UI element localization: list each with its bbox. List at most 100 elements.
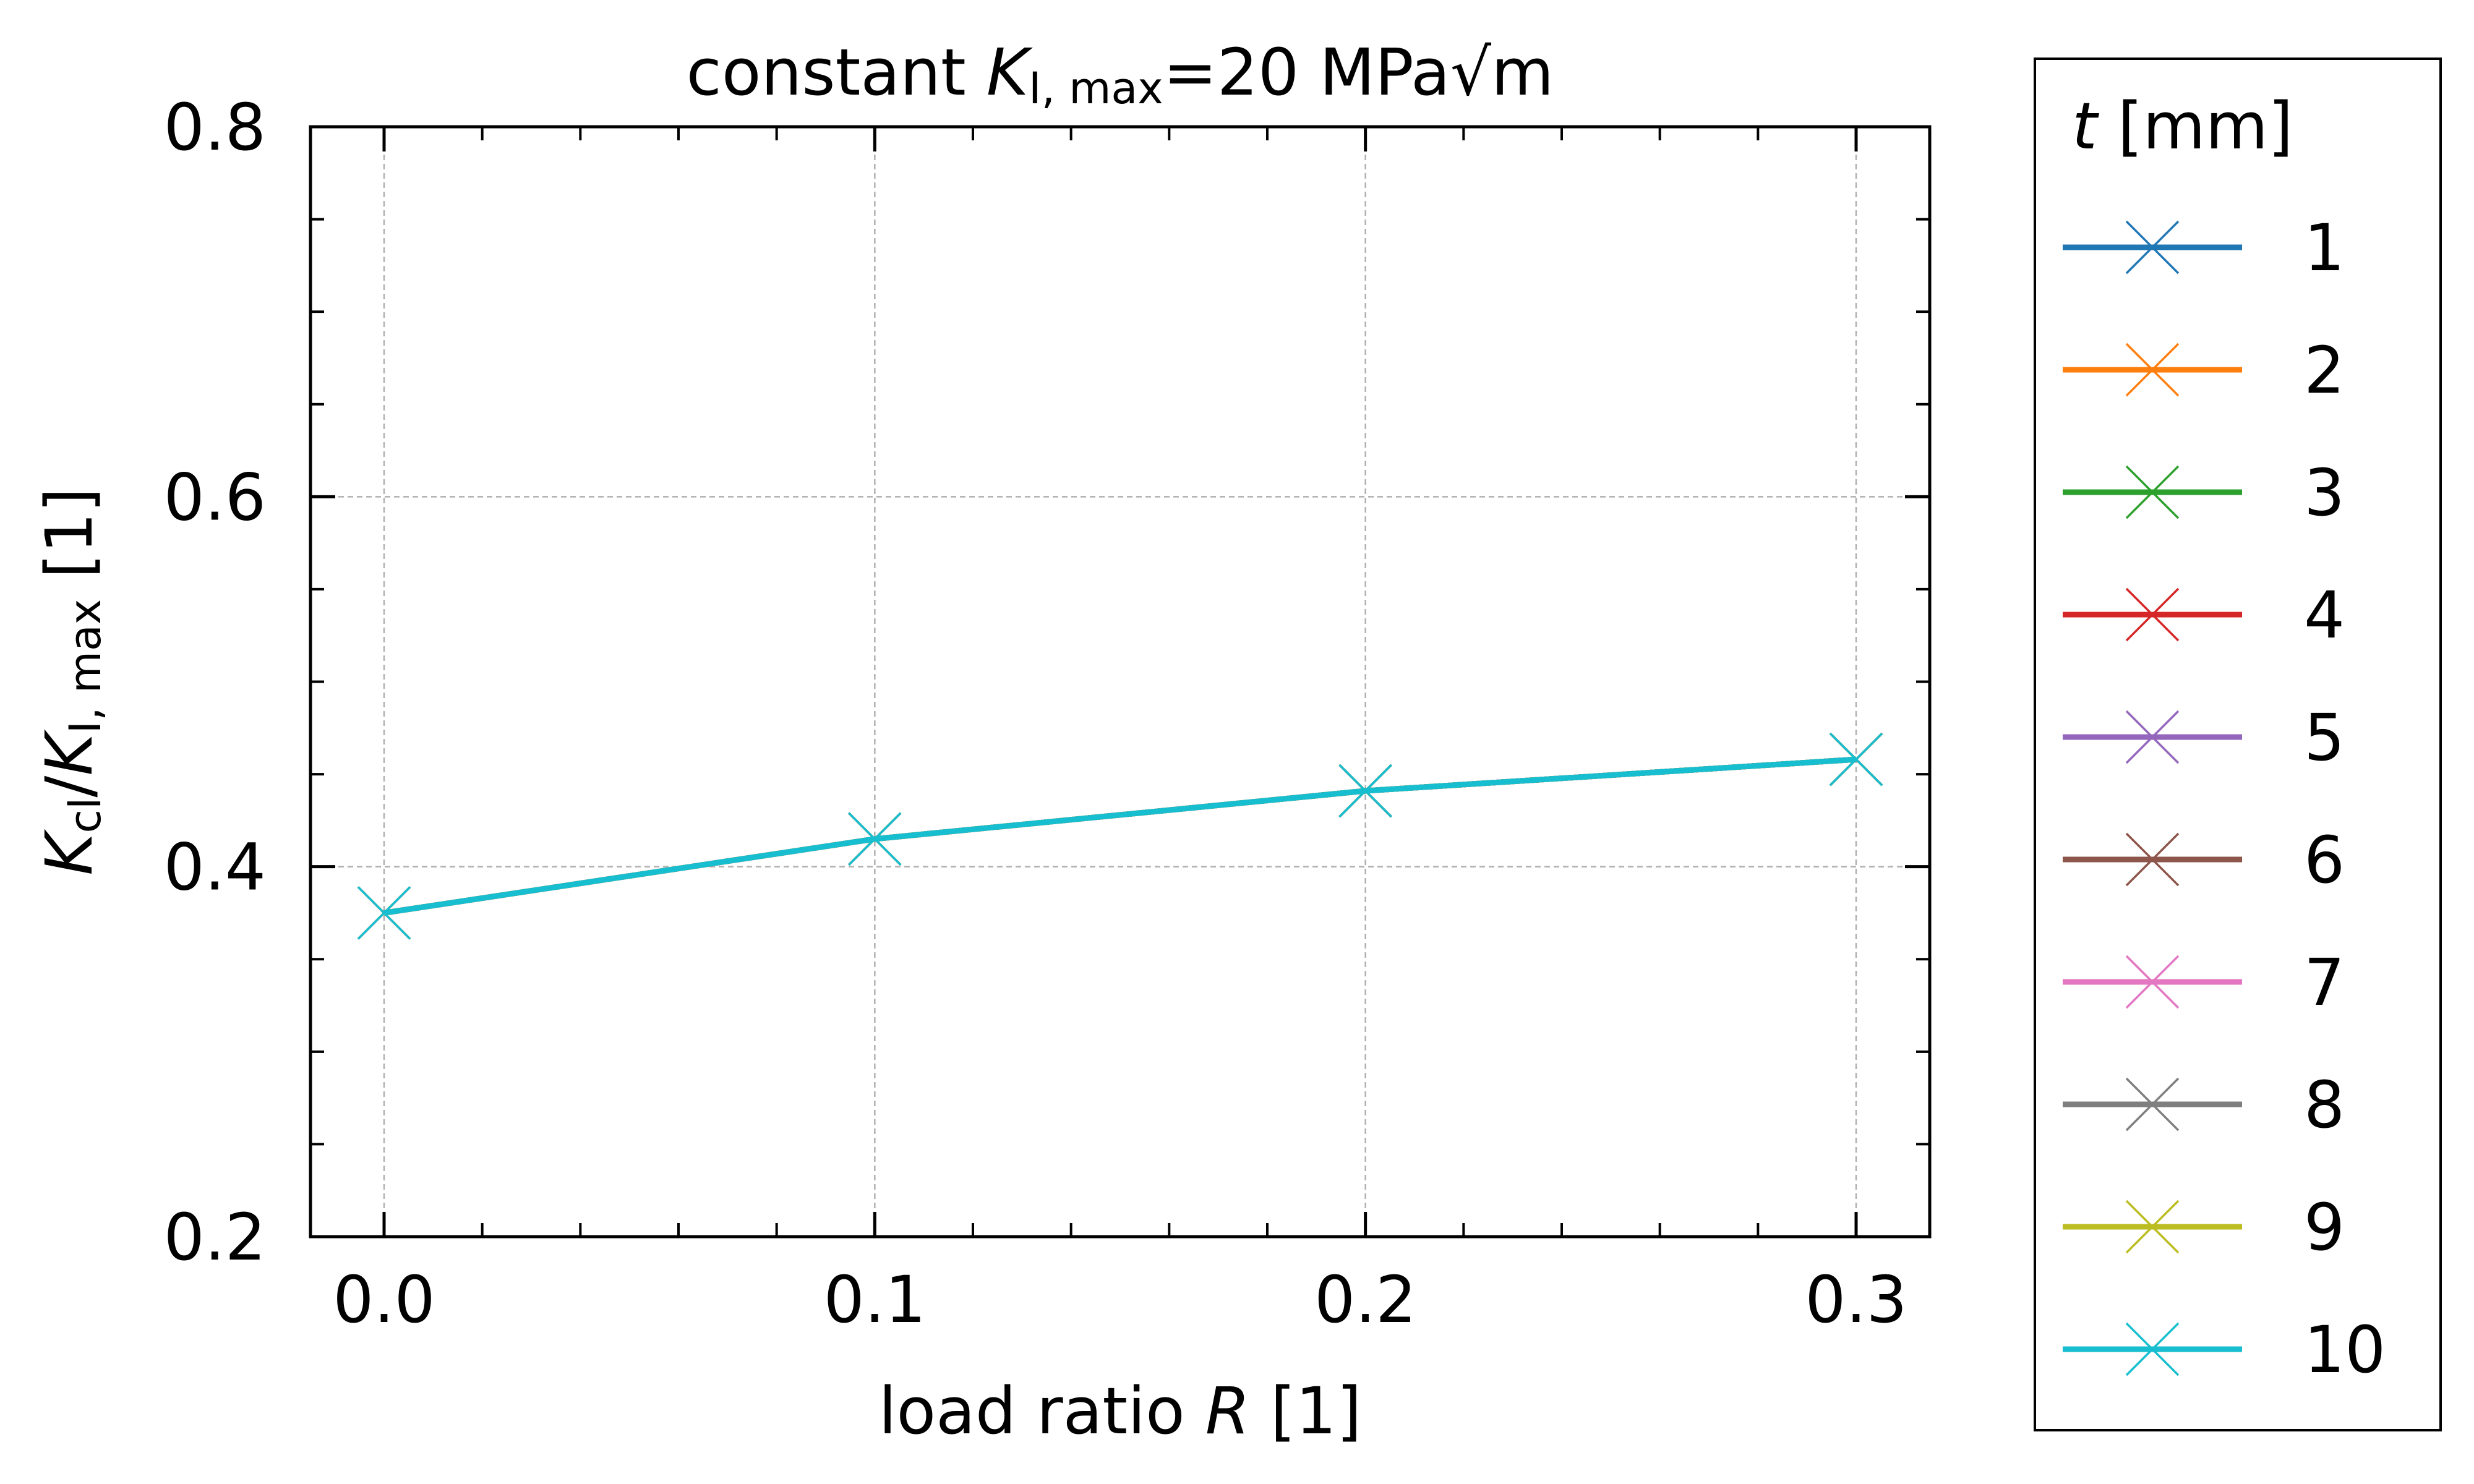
legend-marker — [2125, 955, 2180, 1009]
data-point — [1338, 764, 1392, 818]
legend-label: 6 — [2304, 822, 2345, 898]
series-line — [383, 756, 1857, 916]
x-axis-label-unit: [1] — [1250, 1373, 1361, 1449]
legend: t [mm] 1 2 3 4 5 6 7 8 9 10 — [2034, 58, 2442, 1431]
series-4 — [357, 732, 1883, 940]
series-layer — [357, 732, 1883, 940]
series-line — [383, 756, 1857, 916]
y-tick-label: 0.4 — [164, 830, 266, 905]
marker-stroke — [2125, 1077, 2180, 1132]
legend-marker — [2125, 710, 2180, 764]
x-axis-label-prefix: load ratio — [879, 1373, 1205, 1449]
y-tick-label: 0.6 — [164, 459, 266, 535]
legend-title-var: t — [2072, 88, 2099, 164]
series-line — [383, 756, 1857, 916]
legend-entry-5: 5 — [2063, 700, 2345, 775]
legend-entry-4: 4 — [2063, 578, 2345, 653]
title-k-subscript: I, max — [1029, 63, 1163, 114]
series-line — [383, 756, 1857, 916]
title-value: =20 MPa√m — [1163, 35, 1554, 110]
legend-title-unit: [mm] — [2097, 88, 2293, 164]
x-tick-label: 0.2 — [1314, 1262, 1416, 1337]
legend-label: 7 — [2304, 945, 2345, 1020]
marker-stroke — [2125, 587, 2180, 642]
marker-stroke — [2125, 220, 2180, 275]
legend-entry-2: 2 — [2063, 333, 2345, 408]
y-label-sub1: cl — [60, 798, 111, 834]
marker-stroke — [2125, 1200, 2180, 1254]
series-6 — [357, 732, 1883, 940]
legend-label: 2 — [2304, 333, 2345, 408]
marker-stroke — [2125, 1322, 2180, 1376]
legend-entry-8: 8 — [2063, 1067, 2345, 1143]
legend-entry-3: 3 — [2063, 455, 2345, 531]
legend-marker — [2125, 1200, 2180, 1254]
legend-title: t [mm] — [2072, 88, 2293, 164]
series-3 — [357, 732, 1883, 940]
legend-label: 5 — [2304, 700, 2345, 775]
data-point — [1829, 732, 1883, 787]
legend-label: 3 — [2304, 455, 2345, 531]
legend-entry-7: 7 — [2063, 945, 2345, 1020]
y-label-unit: [1] — [32, 487, 107, 599]
marker-stroke — [2125, 465, 2180, 519]
legend-marker — [2125, 465, 2180, 519]
legend-entry-1: 1 — [2063, 210, 2345, 286]
marker-stroke — [1829, 732, 1883, 787]
legend-marker — [2125, 1322, 2180, 1376]
series-7 — [357, 732, 1883, 940]
grid — [310, 126, 1930, 1238]
data-point — [357, 886, 411, 940]
x-tick-label: 0.0 — [333, 1262, 435, 1337]
series-line — [383, 756, 1857, 916]
y-axis-label: Kcl/KI, max [1] — [32, 487, 111, 875]
plot-frame — [309, 125, 1932, 1239]
series-line — [383, 756, 1857, 916]
legend-label: 8 — [2304, 1067, 2345, 1143]
series-line — [383, 756, 1857, 916]
series-9 — [357, 732, 1883, 940]
marker-stroke — [2125, 710, 2180, 764]
legend-entry-6: 6 — [2063, 822, 2345, 898]
series-10 — [357, 732, 1883, 940]
x-tick-label: 0.1 — [824, 1262, 926, 1337]
y-tick-label: 0.2 — [164, 1200, 266, 1275]
series-line — [383, 756, 1857, 916]
legend-frame — [2034, 58, 2442, 1431]
data-point — [848, 812, 902, 866]
marker-stroke — [2125, 955, 2180, 1009]
series-8 — [357, 732, 1883, 940]
legend-label: 9 — [2304, 1190, 2345, 1265]
legend-label: 4 — [2304, 578, 2345, 653]
marker-stroke — [1338, 764, 1392, 818]
y-tick-label: 0.8 — [164, 90, 266, 165]
legend-entries: 1 2 3 4 5 6 7 8 9 10 — [2063, 210, 2386, 1388]
legend-label: 10 — [2304, 1312, 2386, 1388]
y-label-k2: K — [32, 729, 107, 776]
series-5 — [357, 732, 1883, 940]
ticks: 0.0 0.1 0.2 0.3 0.2 0.4 0.6 0.8 — [164, 90, 1930, 1337]
legend-label: 1 — [2304, 210, 2345, 286]
marker-stroke — [2125, 343, 2180, 397]
legend-marker — [2125, 343, 2180, 397]
legend-entry-9: 9 — [2063, 1190, 2345, 1265]
y-label-sub2: I, max — [60, 599, 111, 734]
y-label-k1: K — [32, 829, 107, 876]
y-label-slash: / — [32, 775, 107, 798]
series-2 — [357, 732, 1883, 940]
x-tick-label: 0.3 — [1805, 1262, 1907, 1337]
series-line — [383, 756, 1857, 916]
title-k: K — [987, 35, 1034, 110]
chart-title: constant KI, max=20 MPa√m — [687, 35, 1554, 114]
x-axis-label-var: R — [1205, 1373, 1250, 1449]
legend-marker — [2125, 587, 2180, 642]
legend-marker — [2125, 832, 2180, 887]
x-axis-label: load ratio R [1] — [879, 1373, 1362, 1449]
legend-marker — [2125, 1077, 2180, 1132]
marker-stroke — [2125, 832, 2180, 887]
series-1 — [357, 732, 1883, 940]
marker-stroke — [848, 812, 902, 866]
legend-entry-10: 10 — [2063, 1312, 2386, 1388]
series-line — [383, 756, 1857, 916]
